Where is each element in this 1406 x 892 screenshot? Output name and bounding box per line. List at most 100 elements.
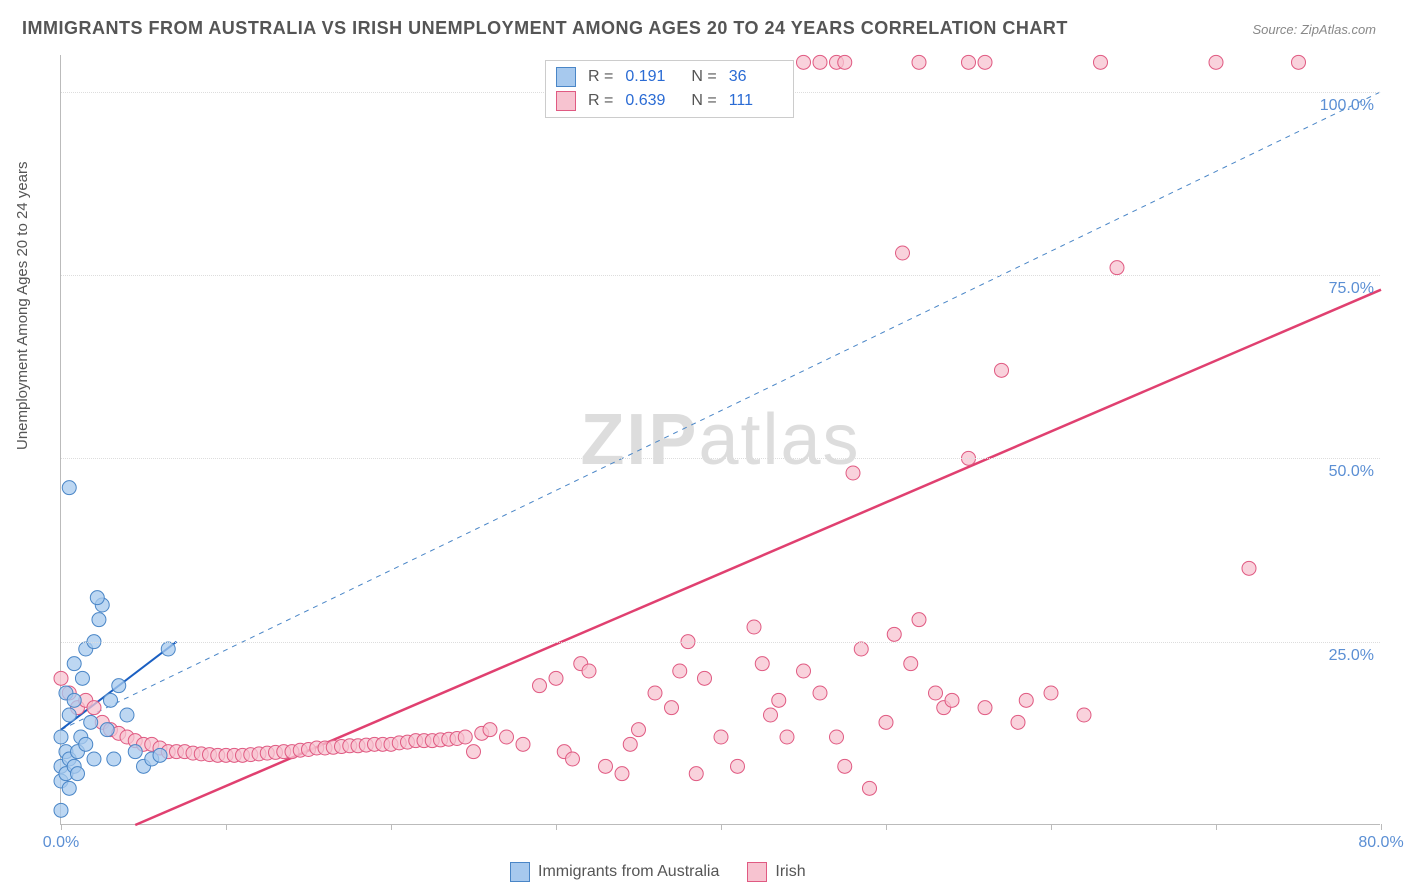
x-tick: [556, 824, 557, 830]
data-point: [689, 767, 703, 781]
data-point: [863, 781, 877, 795]
data-point: [599, 759, 613, 773]
x-tick: [391, 824, 392, 830]
data-point: [879, 715, 893, 729]
data-point: [615, 767, 629, 781]
data-point: [755, 657, 769, 671]
data-point: [500, 730, 514, 744]
data-point: [623, 737, 637, 751]
data-point: [995, 363, 1009, 377]
diagonal-reference-line: [61, 92, 1381, 730]
data-point: [458, 730, 472, 744]
data-point: [87, 701, 101, 715]
data-point: [632, 723, 646, 737]
data-point: [1094, 55, 1108, 69]
stats-row-2: R = 0.639 N = 111: [556, 89, 783, 113]
data-point: [153, 748, 167, 762]
grid-line: [61, 642, 1380, 643]
data-point: [112, 679, 126, 693]
chart-title: IMMIGRANTS FROM AUSTRALIA VS IRISH UNEMP…: [22, 18, 1068, 39]
x-tick: [1381, 824, 1382, 830]
legend-label-1: Immigrants from Australia: [538, 863, 719, 881]
r-value-1: 0.191: [625, 68, 679, 86]
data-point: [483, 723, 497, 737]
y-axis-label: Unemployment Among Ages 20 to 24 years: [14, 161, 31, 450]
swatch-series-2: [556, 91, 576, 111]
data-point: [62, 481, 76, 495]
data-point: [90, 591, 104, 605]
data-point: [67, 657, 81, 671]
x-tick-label: 80.0%: [1358, 834, 1403, 852]
data-point: [813, 686, 827, 700]
data-point: [582, 664, 596, 678]
swatch-series-1: [556, 67, 576, 87]
x-tick: [61, 824, 62, 830]
data-point: [929, 686, 943, 700]
data-point: [714, 730, 728, 744]
data-point: [75, 671, 89, 685]
x-tick: [1216, 824, 1217, 830]
y-tick-label: 75.0%: [1329, 280, 1374, 298]
data-point: [54, 803, 68, 817]
data-point: [978, 55, 992, 69]
data-point: [54, 671, 68, 685]
data-point: [1209, 55, 1223, 69]
n-value-2: 111: [729, 92, 783, 110]
r-label: R =: [588, 92, 613, 110]
data-point: [516, 737, 530, 751]
data-point: [100, 723, 114, 737]
data-point: [549, 671, 563, 685]
data-point: [84, 715, 98, 729]
data-point: [71, 767, 85, 781]
n-value-1: 36: [729, 68, 783, 86]
data-point: [764, 708, 778, 722]
source-label: Source: ZipAtlas.com: [1252, 22, 1376, 37]
data-point: [846, 466, 860, 480]
data-point: [904, 657, 918, 671]
data-point: [772, 693, 786, 707]
data-point: [67, 693, 81, 707]
legend-item-1: Immigrants from Australia: [510, 862, 719, 882]
data-point: [747, 620, 761, 634]
data-point: [1077, 708, 1091, 722]
data-point: [467, 745, 481, 759]
r-value-2: 0.639: [625, 92, 679, 110]
data-point: [1110, 261, 1124, 275]
data-point: [104, 693, 118, 707]
data-point: [854, 642, 868, 656]
grid-line: [61, 458, 1380, 459]
data-point: [797, 55, 811, 69]
data-point: [962, 55, 976, 69]
data-point: [120, 708, 134, 722]
data-point: [62, 708, 76, 722]
data-point: [813, 55, 827, 69]
x-tick-label: 0.0%: [43, 834, 79, 852]
data-point: [731, 759, 745, 773]
data-point: [830, 730, 844, 744]
data-point: [978, 701, 992, 715]
legend-item-2: Irish: [747, 862, 805, 882]
swatch-series-1: [510, 862, 530, 882]
plot-area: ZIPatlas 25.0%50.0%75.0%100.0%0.0%80.0%: [60, 55, 1380, 825]
data-point: [780, 730, 794, 744]
data-point: [533, 679, 547, 693]
x-tick: [721, 824, 722, 830]
grid-line: [61, 275, 1380, 276]
data-point: [128, 745, 142, 759]
x-tick: [886, 824, 887, 830]
y-tick-label: 100.0%: [1320, 97, 1374, 115]
data-point: [648, 686, 662, 700]
y-tick-label: 50.0%: [1329, 463, 1374, 481]
data-point: [797, 664, 811, 678]
data-point: [673, 664, 687, 678]
data-point: [54, 730, 68, 744]
bottom-legend: Immigrants from Australia Irish: [510, 862, 806, 882]
n-label: N =: [691, 92, 716, 110]
data-point: [87, 752, 101, 766]
data-point: [92, 613, 106, 627]
chart-svg: [61, 55, 1380, 824]
stats-legend: R = 0.191 N = 36 R = 0.639 N = 111: [545, 60, 794, 118]
data-point: [79, 737, 93, 751]
data-point: [912, 55, 926, 69]
data-point: [945, 693, 959, 707]
